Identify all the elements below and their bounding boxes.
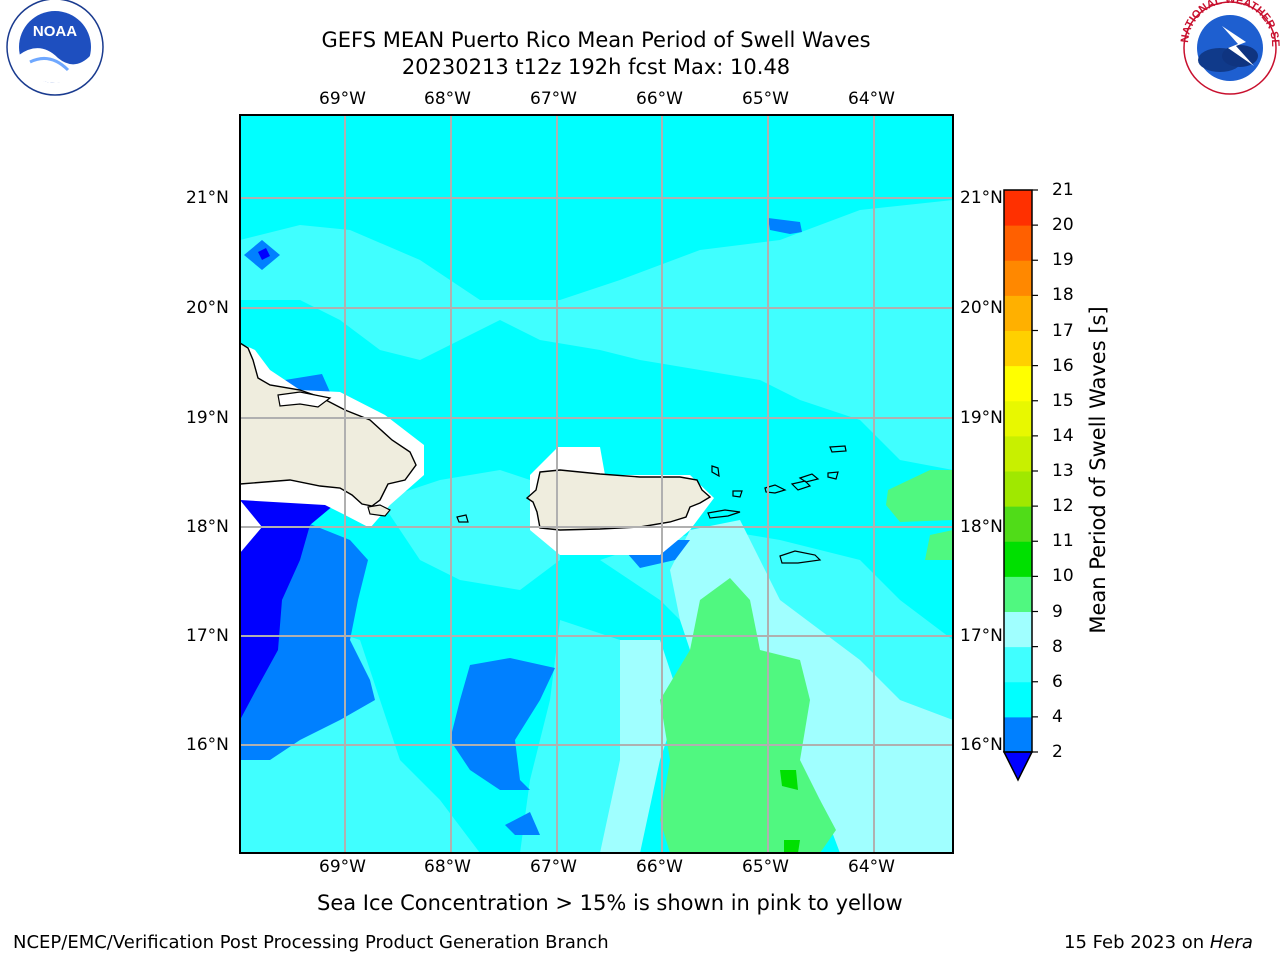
colorbar-segment (1004, 365, 1032, 402)
lat-label-right: 17°N (960, 626, 1003, 646)
sea-ice-note: Sea Ice Concentration > 15% is shown in … (317, 891, 903, 915)
colorbar (1002, 189, 1038, 782)
lat-label-left: 19°N (186, 408, 229, 428)
colorbar-tick-label: 21 (1052, 180, 1074, 200)
lon-label-bottom: 64°W (848, 857, 895, 877)
lat-label-right: 20°N (960, 298, 1003, 318)
lon-label-bottom: 67°W (530, 857, 577, 877)
colorbar-tick-label: 13 (1052, 461, 1074, 481)
nws-ring-text: NATIONAL WEATHER SERVICE (0, 0, 1280, 47)
colorbar-axis-label: Mean Period of Swell Waves [s] (1086, 306, 1110, 634)
colorbar-segment (1004, 471, 1032, 507)
colorbar-segment (1004, 225, 1032, 261)
lon-label-bottom: 68°W (424, 857, 471, 877)
colorbar-tick-label: 17 (1052, 320, 1074, 341)
lon-label-bottom: 66°W (636, 857, 683, 877)
colorbar-segment (1004, 541, 1032, 577)
colorbar-segment (1004, 260, 1032, 296)
below-range-region (240, 500, 340, 720)
colorbar-segment (1004, 190, 1032, 226)
lat-label-left: 18°N (186, 517, 229, 537)
colorbar-tick-label: 15 (1052, 390, 1074, 411)
colorbar-tick-label: 12 (1052, 496, 1074, 517)
noaa-logo-text: NOAA (33, 23, 77, 40)
lat-label-left: 20°N (186, 298, 229, 318)
puerto-rico-land (525, 469, 712, 531)
colorbar-tick-label: 20 (1052, 215, 1074, 236)
colorbar-tick-label: 6 (1052, 671, 1063, 692)
colorbar-segment (1004, 506, 1032, 542)
footer-date-text: 15 Feb 2023 on (1064, 932, 1210, 953)
lon-label-bottom: 65°W (742, 857, 789, 877)
lon-label-top: 64°W (848, 89, 895, 109)
lon-label-top: 66°W (636, 89, 683, 109)
svg-text:NATIONAL WEATHER SERVICE: NATIONAL WEATHER SERVICE (0, 0, 1280, 47)
lat-label-left: 16°N (186, 735, 229, 755)
colorbar-under-arrow (1002, 751, 1034, 782)
map-title: GEFS MEAN Puerto Rico Mean Period of Swe… (321, 28, 871, 52)
lon-label-bottom: 69°W (319, 857, 366, 877)
colorbar-segment (1004, 576, 1032, 612)
colorbar-tick-label: 2 (1052, 742, 1063, 762)
footer-credit: NCEP/EMC/Verification Post Processing Pr… (13, 932, 609, 953)
lat-label-right: 19°N (960, 408, 1003, 428)
lat-label-right: 16°N (960, 735, 1003, 755)
swell-period-field (240, 115, 953, 853)
colorbar-segment (1004, 681, 1032, 718)
colorbar-tick-label: 11 (1052, 531, 1074, 552)
colorbar-tick-label: 16 (1052, 355, 1074, 376)
colorbar-tick-label: 19 (1052, 250, 1074, 271)
hispaniola-land (240, 342, 417, 507)
colorbar-segment (1004, 716, 1032, 753)
lat-label-left: 21°N (186, 188, 229, 208)
colorbar-tick-label: 4 (1052, 706, 1063, 727)
lat-label-right: 18°N (960, 517, 1003, 537)
colorbar-segment (1004, 295, 1032, 331)
noaa-logo: NOAA (6, 0, 104, 96)
colorbar-segment (1004, 330, 1032, 367)
colorbar-tick-label: 10 (1052, 566, 1074, 587)
lon-label-top: 68°W (424, 89, 471, 109)
colorbar-tick-label: 14 (1052, 425, 1074, 446)
colorbar-segment (1004, 646, 1032, 683)
lat-label-left: 17°N (186, 626, 229, 646)
lon-label-top: 65°W (742, 89, 789, 109)
footer-date: 15 Feb 2023 on Hera (1064, 932, 1253, 954)
lat-label-right: 21°N (960, 188, 1003, 208)
nws-logo: NATIONAL WEATHER SERVICE (0, 0, 1280, 95)
footer-host: Hera (1209, 932, 1253, 953)
colorbar-segment (1004, 435, 1032, 472)
lon-label-top: 69°W (319, 89, 366, 109)
map-frame (239, 114, 954, 854)
colorbar-tick-label: 8 (1052, 636, 1063, 657)
lon-label-top: 67°W (530, 89, 577, 109)
colorbar-segment (1004, 611, 1032, 648)
colorbar-tick-label: 9 (1052, 601, 1063, 622)
colorbar-tick-label: 18 (1052, 285, 1074, 306)
graticule (240, 115, 953, 853)
map-subtitle: 20230213 t12z 192h fcst Max: 10.48 (401, 55, 791, 79)
colorbar-segment (1004, 400, 1032, 437)
